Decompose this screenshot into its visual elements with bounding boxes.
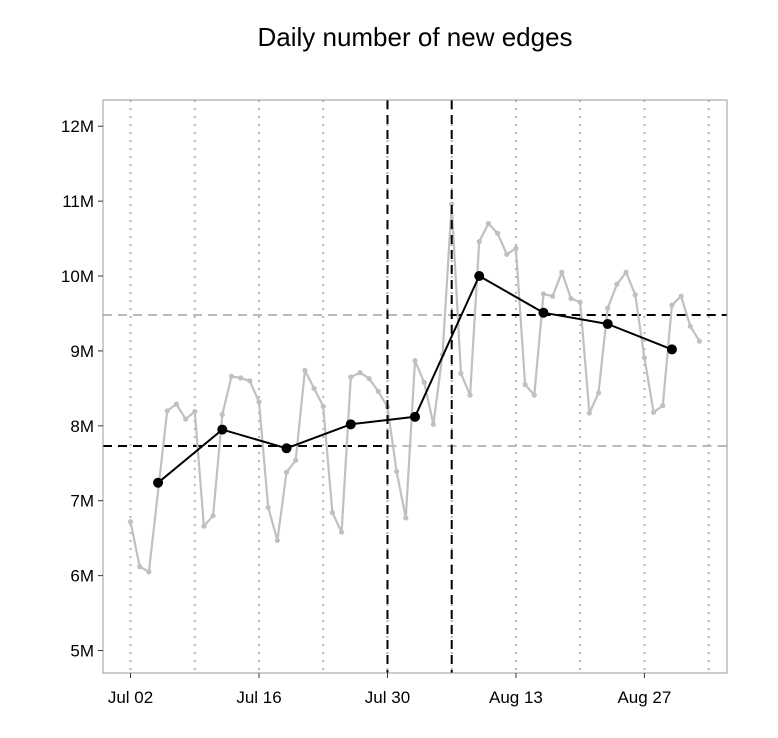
chart-title: Daily number of new edges: [257, 22, 573, 52]
daily-edges-point: [274, 537, 280, 544]
daily-edges-point: [550, 293, 556, 299]
weekly-average-point: [538, 307, 549, 318]
daily-edges-point: [687, 323, 693, 329]
daily-edges-point: [513, 245, 519, 251]
daily-edges-point: [568, 295, 574, 302]
daily-edges-point: [614, 281, 620, 287]
daily-edges-point: [504, 251, 510, 257]
x-tick-label: Jul 30: [365, 688, 410, 707]
daily-edges-point: [192, 408, 198, 415]
y-tick-label: 12M: [61, 117, 94, 136]
y-tick-label: 5M: [70, 642, 94, 661]
weekly-average-point: [345, 419, 356, 430]
weekly-average-point: [153, 477, 164, 488]
daily-edges-point: [210, 513, 216, 519]
daily-edges-point: [494, 230, 501, 236]
daily-edges-point: [485, 220, 492, 227]
y-tick-label: 7M: [70, 492, 94, 511]
daily-edges-point: [127, 519, 134, 525]
daily-edges-point: [577, 299, 583, 305]
daily-edges-point: [586, 410, 592, 416]
daily-edges-point: [311, 385, 317, 391]
daily-edges-point: [595, 390, 602, 396]
daily-edges-point: [559, 269, 565, 275]
daily-edges-point: [540, 291, 547, 297]
y-tick-label: 10M: [61, 267, 94, 286]
daily-edges-point: [430, 421, 436, 427]
plot-frame: [102, 99, 728, 674]
weekly-average-point: [217, 424, 228, 435]
daily-edges-point: [476, 238, 482, 245]
daily-edges-point: [338, 529, 345, 535]
daily-edges-point: [641, 355, 648, 361]
daily-edges-point: [302, 367, 308, 373]
daily-edges-point: [173, 401, 180, 407]
y-tick-label: 9M: [70, 342, 94, 361]
daily-edges-point: [678, 293, 684, 299]
daily-edges-point: [366, 376, 372, 382]
daily-edges-point: [265, 504, 271, 511]
daily-edges-point: [696, 338, 703, 344]
daily-edges-point: [247, 378, 253, 384]
x-tick-label: Jul 02: [108, 688, 153, 707]
daily-edges-point: [357, 370, 363, 376]
daily-edges-point: [669, 302, 675, 308]
daily-edges-point: [412, 358, 418, 364]
daily-edges-point: [394, 468, 400, 475]
daily-edges-point: [164, 408, 170, 414]
weekly-average-point: [666, 344, 677, 355]
daily-edges-point: [632, 292, 638, 298]
daily-edges-point: [531, 392, 537, 398]
daily-edges-point: [201, 523, 207, 529]
x-tick-label: Aug 13: [489, 688, 543, 707]
weekly-average-point: [281, 443, 292, 454]
weekly-average-point: [410, 411, 420, 422]
daily-edges-point: [403, 515, 409, 521]
y-tick-label: 8M: [70, 417, 94, 436]
daily-edges-point: [623, 269, 629, 275]
daily-edges-point: [182, 416, 189, 422]
weekly-average-point: [474, 271, 485, 282]
daily-edges-point: [146, 569, 152, 575]
y-tick-label: 11M: [62, 192, 94, 211]
daily-edges-point: [238, 375, 244, 381]
daily-edges-point: [375, 388, 381, 394]
daily-edges-point: [660, 403, 666, 409]
daily-edges-point: [522, 382, 528, 388]
daily-edges-point: [458, 370, 464, 376]
daily-edges-point: [228, 373, 235, 379]
x-tick-label: Aug 27: [617, 688, 671, 707]
x-tick-label: Jul 16: [236, 688, 281, 707]
daily-edges-point: [256, 399, 262, 405]
daily-edges-point: [283, 469, 290, 475]
daily-edges-point: [421, 379, 427, 385]
daily-edges-point: [329, 510, 336, 516]
daily-edges-point: [348, 374, 354, 380]
weekly-average-point: [602, 318, 613, 329]
daily-edges-point: [605, 305, 611, 311]
daily-edges-point: [467, 392, 473, 398]
daily-edges-point: [293, 457, 299, 463]
daily-edges-point: [449, 201, 455, 207]
daily-edges-point: [219, 411, 225, 418]
daily-edges-point: [320, 403, 326, 409]
daily-edges-line: [129, 203, 701, 574]
daily-edges-point: [137, 564, 143, 570]
daily-edges-point: [650, 409, 657, 415]
y-tick-label: 6M: [70, 567, 94, 586]
